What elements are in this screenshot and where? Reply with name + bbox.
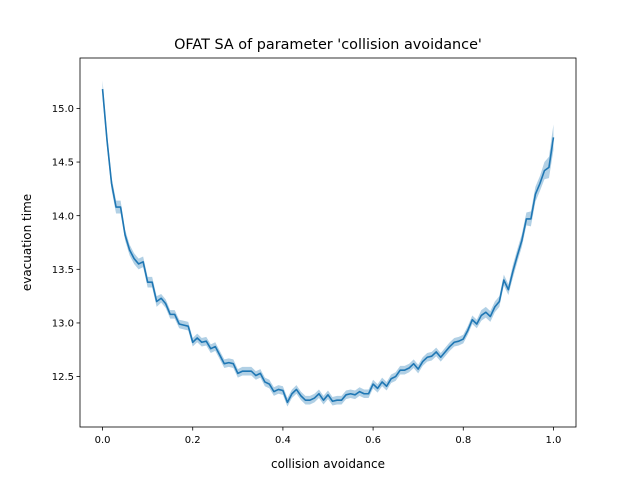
x-tick-label: 0.6 bbox=[365, 435, 381, 446]
data-marks bbox=[101, 80, 555, 407]
series-line bbox=[101, 89, 555, 404]
y-axis: 12.5 13.0 13.5 14.0 14.5 15.0 bbox=[52, 104, 80, 383]
x-axis: 0.0 0.2 0.4 0.6 0.8 1.0 bbox=[95, 427, 562, 446]
x-tick-label: 0.0 bbox=[95, 435, 111, 446]
x-tick-label: 0.2 bbox=[185, 435, 201, 446]
chart-title: OFAT SA of parameter 'collision avoidanc… bbox=[174, 37, 482, 53]
x-axis-label: collision avoidance bbox=[271, 457, 385, 471]
y-tick-label: 12.5 bbox=[52, 372, 74, 383]
x-tick-label: 1.0 bbox=[546, 435, 562, 446]
plot-frame bbox=[79, 57, 577, 428]
y-tick-label: 15.0 bbox=[52, 104, 74, 115]
y-tick-label: 13.5 bbox=[52, 265, 74, 276]
x-tick-label: 0.8 bbox=[455, 435, 471, 446]
x-tick-label: 0.4 bbox=[275, 435, 291, 446]
y-tick-label: 13.0 bbox=[52, 319, 74, 330]
y-tick-label: 14.5 bbox=[52, 158, 74, 169]
plot-area bbox=[80, 58, 576, 427]
y-axis-label: evacuation time bbox=[20, 194, 34, 291]
y-tick-label: 14.0 bbox=[52, 211, 74, 222]
